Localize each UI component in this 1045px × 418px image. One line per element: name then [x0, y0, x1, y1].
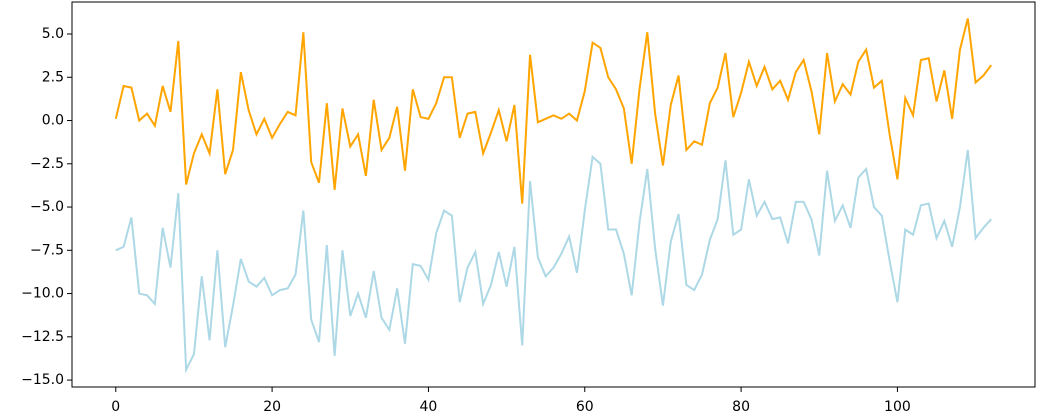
x-tick-label: 40 [420, 399, 438, 415]
y-tick-label: −12.5 [21, 329, 64, 345]
y-tick-label: −5.0 [30, 199, 64, 215]
y-tick-label: −7.5 [30, 242, 64, 258]
series-line [114, 18, 993, 204]
x-tick-label: 80 [732, 399, 750, 415]
x-tick-label: 100 [884, 399, 911, 415]
y-tick-label: −15.0 [21, 372, 64, 388]
plot-frame [71, 1, 1036, 388]
y-tick-label: −2.5 [30, 156, 64, 172]
y-tick-label: 5.0 [42, 26, 64, 42]
x-tick-label: 20 [263, 399, 281, 415]
x-tick-label: 0 [111, 399, 120, 415]
y-tick-label: 0.0 [42, 113, 64, 129]
x-tick-label: 60 [576, 399, 594, 415]
series-line [115, 149, 992, 374]
y-tick-label: −10.0 [21, 286, 64, 302]
y-tick-label: 2.5 [42, 69, 64, 85]
